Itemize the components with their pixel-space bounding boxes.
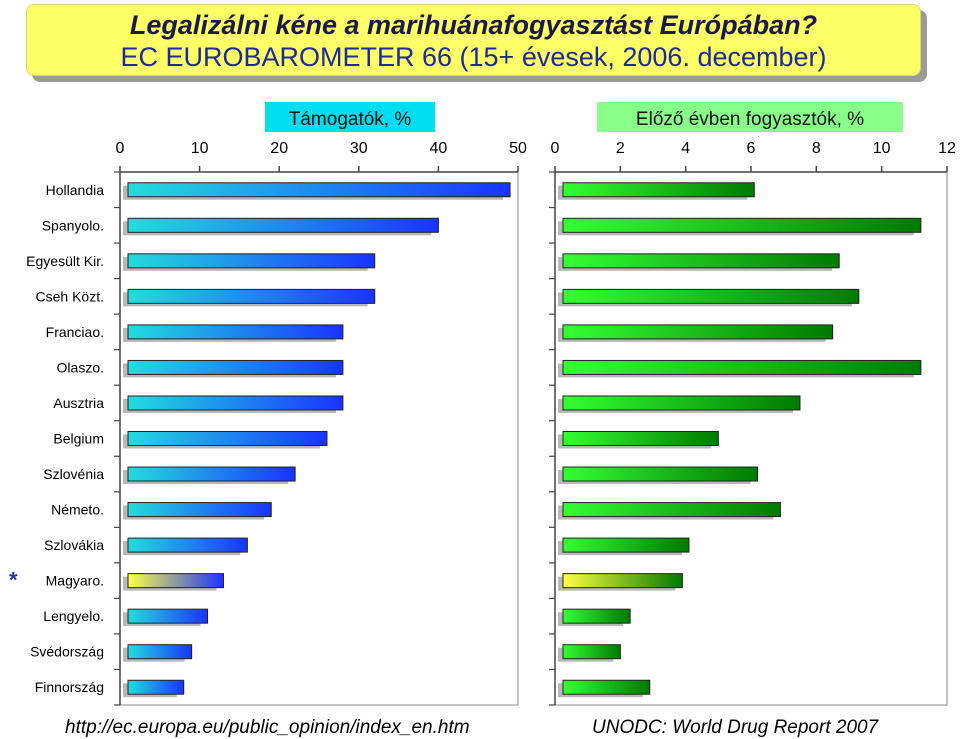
support-bar-0 [127, 182, 511, 198]
category-label: Magyaro. [46, 573, 104, 589]
category-label: Finnország [35, 679, 104, 695]
users-bar-6 [562, 395, 801, 411]
users-bar-5 [562, 359, 922, 375]
users-x-tick-label: 0 [551, 140, 560, 157]
support-bar-8 [127, 466, 296, 482]
category-label: Hollandia [46, 182, 105, 198]
users-bar-14 [562, 679, 651, 695]
category-label: Svédország [30, 644, 104, 660]
support-bar-13 [127, 644, 193, 660]
users-x-tick-label: 8 [812, 140, 821, 157]
support-bar-6 [127, 395, 344, 411]
support-bar-5 [127, 359, 344, 375]
category-label: Szlovénia [43, 466, 104, 482]
users-bar-2 [562, 253, 840, 269]
support-bar-3 [127, 288, 376, 304]
users-bar-9 [562, 502, 781, 518]
support-bar-2 [127, 253, 376, 269]
users-panel-title: Előző évben fogyasztók, % [636, 109, 864, 130]
support-x-tick-label: 0 [116, 140, 125, 157]
support-bar-4 [127, 324, 344, 340]
highlight-star-icon: * [9, 568, 18, 593]
users-bar-11 [562, 573, 683, 589]
users-bar-4 [562, 324, 834, 340]
support-x-tick-label: 30 [350, 140, 368, 157]
users-x-tick-label: 2 [616, 140, 625, 157]
support-bar-9 [127, 502, 272, 518]
support-bar-12 [127, 608, 209, 624]
support-panel-title: Támogatók, % [289, 109, 412, 130]
support-bar-11 [127, 573, 224, 589]
users-bar-3 [562, 288, 860, 304]
category-label: Cseh Közt. [36, 288, 104, 304]
users-bar-8 [562, 466, 759, 482]
support-x-tick-label: 50 [509, 140, 527, 157]
users-bar-0 [562, 182, 755, 198]
support-bar-14 [127, 679, 185, 695]
category-label: Franciao. [46, 324, 104, 340]
users-bar-10 [562, 537, 690, 553]
support-x-tick-label: 10 [191, 140, 209, 157]
support-panel-title-bg [265, 102, 435, 132]
chart-subtitle: EC EUROBAROMETER 66 (15+ évesek, 2006. d… [120, 42, 827, 72]
users-x-tick-label: 4 [681, 140, 690, 157]
users-x-tick-label: 12 [938, 140, 956, 157]
support-bar-7 [127, 431, 328, 446]
users-bar-7 [562, 431, 719, 446]
users-bar-12 [562, 608, 631, 624]
category-label: Szlovákia [44, 537, 104, 553]
support-bar-1 [127, 217, 439, 233]
category-label: Ausztria [53, 395, 104, 411]
users-bar-1 [562, 217, 922, 233]
support-x-tick-label: 20 [270, 140, 288, 157]
source-left: http://ec.europa.eu/public_opinion/index… [65, 717, 470, 738]
chart-title: Legalizálni kéne a marihuánafogyasztást … [129, 10, 818, 40]
category-label: Egyesült Kir. [26, 253, 104, 269]
support-x-tick-label: 40 [430, 140, 448, 157]
users-x-tick-label: 6 [747, 140, 756, 157]
category-label: Belgium [53, 431, 104, 447]
category-label: Spanyolo. [42, 217, 104, 233]
chart-title-box: Legalizálni kéne a marihuánafogyasztást … [26, 4, 921, 76]
source-right: UNODC: World Drug Report 2007 [592, 717, 880, 738]
support-bar-10 [127, 537, 248, 553]
category-label: Olaszo. [57, 359, 104, 375]
users-x-tick-label: 10 [873, 140, 891, 157]
users-bar-13 [562, 644, 621, 660]
category-label: Lengyelo. [43, 608, 104, 624]
category-label: Németo. [51, 502, 104, 518]
users-panel-title-bg [597, 102, 903, 132]
